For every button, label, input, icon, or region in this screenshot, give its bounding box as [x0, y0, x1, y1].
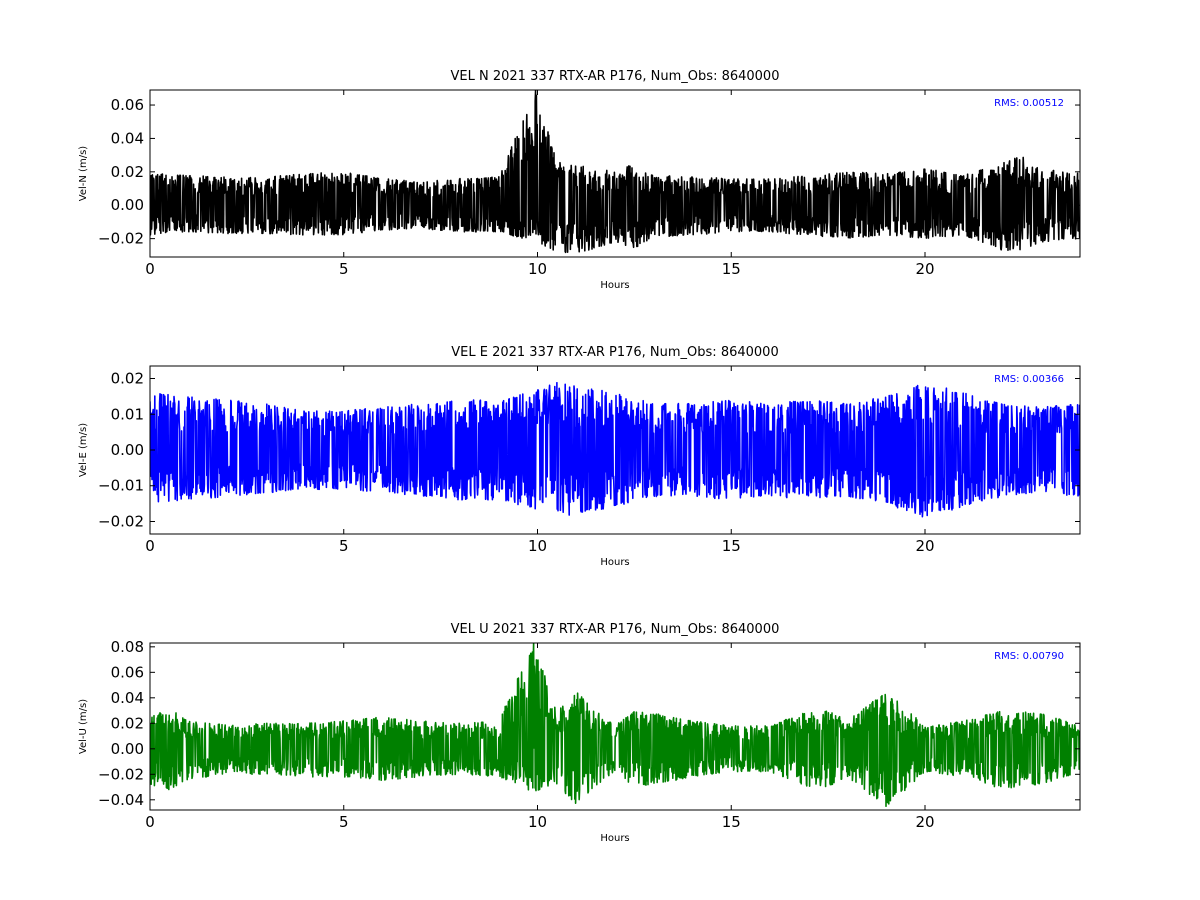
vel-u-series-group: [150, 643, 1080, 807]
vel-e-xlabel: Hours: [600, 557, 629, 568]
vel-e-xtick-label: 10: [528, 537, 547, 555]
vel-n-xtick-label: 20: [915, 260, 934, 278]
vel-u-ytick-label: 0.08: [111, 638, 144, 656]
vel-e-ytick-label: 0.02: [111, 370, 144, 388]
vel-e-xtick-label: 20: [915, 537, 934, 555]
vel-e-ytick-label: 0.01: [111, 405, 144, 423]
vel-e-ytick-label: 0.00: [111, 441, 144, 459]
vel-n-xtick-label: 5: [339, 260, 349, 278]
vel-e-series-line: [150, 382, 1080, 518]
vel-u-ytick-label: 0.06: [111, 663, 144, 681]
vel-u-title: VEL U 2021 337 RTX-AR P176, Num_Obs: 864…: [451, 622, 780, 637]
vel-u-ylabel: Vel-U (m/s): [78, 699, 89, 754]
panel-vel-n: 0 5 10 15 20 −0.02 0.00 0.02 0.04 0.06 VEL N 2021 …: [78, 69, 1081, 291]
vel-u-series-line: [150, 643, 1080, 807]
vel-e-xtick-label: 0: [145, 537, 155, 555]
vel-e-ylabel: Vel-E (m/s): [78, 423, 89, 477]
vel-u-rms-annotation: RMS: 0.00790: [994, 651, 1064, 662]
vel-n-rms-annotation: RMS: 0.00512: [994, 98, 1064, 109]
vel-u-xtick-label: 20: [915, 813, 934, 831]
vel-n-ytick-label: 0.02: [111, 163, 144, 181]
vel-n-ytick-label: −0.02: [98, 230, 144, 248]
vel-u-xtick-label: 0: [145, 813, 155, 831]
vel-e-ytick-label: −0.02: [98, 512, 144, 530]
vel-n-ytick-label: 0.06: [111, 96, 144, 114]
vel-n-title: VEL N 2021 337 RTX-AR P176, Num_Obs: 864…: [451, 69, 780, 84]
vel-n-ytick-label: 0.04: [111, 129, 144, 147]
vel-u-ytick-label: −0.04: [98, 791, 144, 809]
vel-e-xtick-label: 5: [339, 537, 349, 555]
vel-n-xtick-label: 0: [145, 260, 155, 278]
vel-n-series-line: [150, 90, 1080, 254]
vel-u-xtick-label: 10: [528, 813, 547, 831]
panel-vel-e: 0 5 10 15 20 −0.02 −0.01 0.00 0.01 0.02 VEL E 2021…: [78, 345, 1081, 568]
vel-u-axes-frame: [149, 642, 1081, 811]
vel-n-series-group: [150, 90, 1080, 254]
vel-n-ylabel: Vel-N (m/s): [78, 146, 89, 201]
panel-vel-u: 0 5 10 15 20 −0.04 −0.02 0.00 0.02 0.04 0.06 0.08 VE…: [78, 622, 1081, 844]
vel-u-ytick-label: 0.04: [111, 689, 144, 707]
vel-n-ytick-label: 0.00: [111, 196, 144, 214]
vel-e-ytick-label: −0.01: [98, 477, 144, 495]
vel-u-xtick-label: 15: [722, 813, 741, 831]
vel-e-xtick-label: 15: [722, 537, 741, 555]
vel-u-ytick-label: −0.02: [98, 765, 144, 783]
vel-u-ytick-label: 0.02: [111, 714, 144, 732]
vel-n-xtick-label: 10: [528, 260, 547, 278]
vel-n-axes-frame: [149, 89, 1081, 258]
vel-e-series-group: [150, 382, 1080, 518]
vel-e-rms-annotation: RMS: 0.00366: [994, 374, 1064, 385]
vel-u-xtick-label: 5: [339, 813, 349, 831]
vel-u-xlabel: Hours: [600, 833, 629, 844]
vel-u-ytick-label: 0.00: [111, 740, 144, 758]
vel-n-xtick-label: 15: [722, 260, 741, 278]
vel-e-title: VEL E 2021 337 RTX-AR P176, Num_Obs: 864…: [451, 345, 778, 360]
vel-n-xlabel: Hours: [600, 280, 629, 291]
